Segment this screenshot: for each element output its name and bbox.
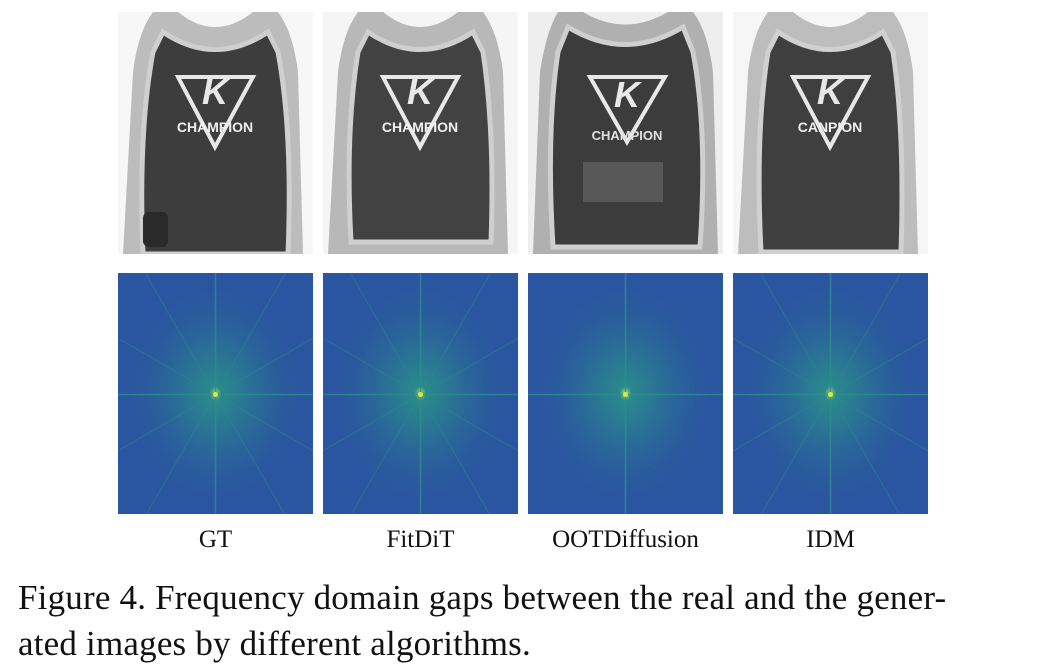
shirt-text: CHAMPION xyxy=(592,128,663,143)
spectrum-center xyxy=(623,392,628,397)
ootdiffusion-label: OOTDiffusion xyxy=(552,526,699,553)
fitdit-photo: K CHAMPION xyxy=(323,12,518,254)
svg-text:K: K xyxy=(817,71,846,112)
svg-text:K: K xyxy=(614,74,643,115)
fitdit-label: FitDiT xyxy=(386,526,455,553)
idm-label: IDM xyxy=(806,526,855,553)
shirt-text: CANPION xyxy=(798,119,863,135)
idm-spectrum xyxy=(733,273,928,514)
idm-photo: K CANPION xyxy=(733,12,928,254)
fitdit-spectrum xyxy=(323,273,518,514)
figure-caption: Figure 4. Frequency domain gaps between … xyxy=(18,575,1033,667)
gt-spectrum xyxy=(118,273,313,514)
shirt-text: CHAMPION xyxy=(177,119,253,135)
svg-text:K: K xyxy=(407,71,436,112)
gt-photo: K CHAMPION xyxy=(118,12,313,254)
spectrum-center xyxy=(418,392,423,397)
shirt-text: CHAMPION xyxy=(382,119,458,135)
caption-line-1: Figure 4. Frequency domain gaps between … xyxy=(18,578,947,617)
spectrum-center xyxy=(213,392,218,397)
ootdiffusion-spectrum xyxy=(528,273,723,514)
svg-text:K: K xyxy=(202,71,231,112)
spectrum-center xyxy=(828,392,833,397)
caption-line-2: ated images by different algorithms. xyxy=(18,624,531,663)
ootdiffusion-photo: K CHAMPION xyxy=(528,12,723,254)
gt-label: GT xyxy=(198,526,233,553)
